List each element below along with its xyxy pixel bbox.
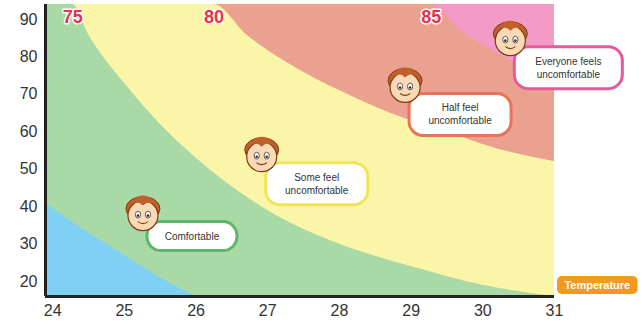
svg-text:80: 80 bbox=[204, 7, 224, 27]
svg-text:24: 24 bbox=[44, 302, 62, 319]
svg-text:30: 30 bbox=[20, 235, 38, 252]
svg-text:Half feeluncomfortable: Half feeluncomfortable bbox=[428, 102, 492, 126]
svg-text:Temperature: Temperature bbox=[564, 279, 630, 291]
svg-text:20: 20 bbox=[20, 273, 38, 290]
svg-text:25: 25 bbox=[115, 302, 133, 319]
svg-text:50: 50 bbox=[20, 160, 38, 177]
svg-text:70: 70 bbox=[20, 85, 38, 102]
svg-text:85: 85 bbox=[421, 7, 441, 27]
svg-text:27: 27 bbox=[259, 302, 277, 319]
svg-text:75: 75 bbox=[63, 7, 83, 27]
svg-text:30: 30 bbox=[474, 302, 492, 319]
svg-text:40: 40 bbox=[20, 198, 38, 215]
svg-text:80: 80 bbox=[20, 48, 38, 65]
svg-text:Comfortable: Comfortable bbox=[165, 231, 220, 242]
svg-text:29: 29 bbox=[402, 302, 420, 319]
svg-text:31: 31 bbox=[546, 302, 564, 319]
svg-text:60: 60 bbox=[20, 123, 38, 140]
svg-text:Some feeluncomfortable: Some feeluncomfortable bbox=[285, 172, 349, 196]
svg-text:90: 90 bbox=[20, 11, 38, 28]
svg-text:28: 28 bbox=[331, 302, 349, 319]
svg-text:26: 26 bbox=[187, 302, 205, 319]
svg-text:Everyone feelsuncomfortable: Everyone feelsuncomfortable bbox=[535, 56, 601, 80]
